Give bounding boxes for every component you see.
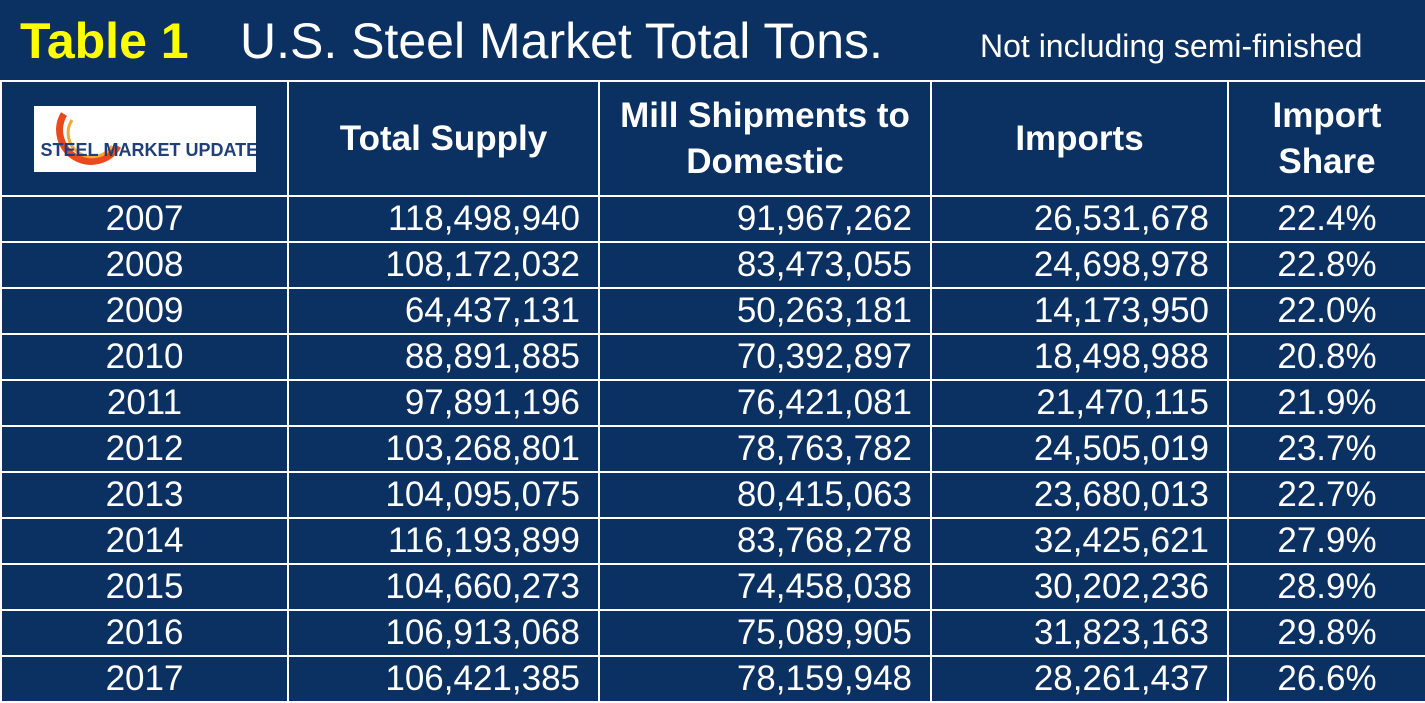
cell-imports: 32,425,621: [930, 517, 1229, 565]
logo-swoosh-icon: [55, 111, 121, 165]
cell-import-share: 22.8%: [1227, 241, 1425, 289]
col-header-import-share: Import Share: [1227, 80, 1425, 197]
table-row: 2017 106,421,385 78,159,948 28,261,437 26.6%: [0, 655, 1425, 703]
cell-mill-shipments: 78,763,782: [598, 425, 932, 473]
cell-mill-shipments: 50,263,181: [598, 287, 932, 335]
cell-import-share: 20.8%: [1227, 333, 1425, 381]
cell-total-supply: 106,913,068: [287, 609, 600, 657]
cell-year: 2015: [0, 563, 289, 611]
cell-total-supply: 64,437,131: [287, 287, 600, 335]
table-subtitle: Not including semi-finished: [980, 28, 1363, 64]
table-row: 2011 97,891,196 76,421,081 21,470,115 21.9%: [0, 379, 1425, 427]
cell-import-share: 26.6%: [1227, 655, 1425, 703]
cell-total-supply: 104,095,075: [287, 471, 600, 519]
cell-year: 2017: [0, 655, 289, 703]
cell-total-supply: 108,172,032: [287, 241, 600, 289]
cell-year: 2010: [0, 333, 289, 381]
cell-total-supply: 103,268,801: [287, 425, 600, 473]
table-row: 2010 88,891,885 70,392,897 18,498,988 20.8%: [0, 333, 1425, 381]
cell-year: 2009: [0, 287, 289, 335]
cell-import-share: 22.0%: [1227, 287, 1425, 335]
table-title: U.S. Steel Market Total Tons.: [240, 13, 883, 69]
cell-mill-shipments: 75,089,905: [598, 609, 932, 657]
cell-imports: 24,505,019: [930, 425, 1229, 473]
cell-mill-shipments: 76,421,081: [598, 379, 932, 427]
table-row: 2012 103,268,801 78,763,782 24,505,019 23.7%: [0, 425, 1425, 473]
cell-import-share: 27.9%: [1227, 517, 1425, 565]
cell-mill-shipments: 70,392,897: [598, 333, 932, 381]
cell-import-share: 29.8%: [1227, 609, 1425, 657]
cell-year: 2011: [0, 379, 289, 427]
cell-import-share: 28.9%: [1227, 563, 1425, 611]
cell-imports: 31,823,163: [930, 609, 1229, 657]
cell-year: 2014: [0, 517, 289, 565]
cell-imports: 18,498,988: [930, 333, 1229, 381]
cell-mill-shipments: 83,473,055: [598, 241, 932, 289]
cell-mill-shipments: 74,458,038: [598, 563, 932, 611]
cell-year: 2007: [0, 195, 289, 243]
cell-import-share: 22.4%: [1227, 195, 1425, 243]
cell-import-share: 23.7%: [1227, 425, 1425, 473]
table-row: 2008 108,172,032 83,473,055 24,698,978 22.8%: [0, 241, 1425, 289]
cell-total-supply: 106,421,385: [287, 655, 600, 703]
cell-imports: 28,261,437: [930, 655, 1229, 703]
table-row: 2014 116,193,899 83,768,278 32,425,621 27.9%: [0, 517, 1425, 565]
cell-total-supply: 116,193,899: [287, 517, 600, 565]
cell-mill-shipments: 78,159,948: [598, 655, 932, 703]
cell-imports: 21,470,115: [930, 379, 1229, 427]
header-row: STEEL MARKET UPDATE Total Supply Mill Sh…: [0, 80, 1425, 197]
table-row: 2013 104,095,075 80,415,063 23,680,013 22.7%: [0, 471, 1425, 519]
cell-year: 2016: [0, 609, 289, 657]
cell-mill-shipments: 91,967,262: [598, 195, 932, 243]
table-body: 2007 118,498,940 91,967,262 26,531,678 22.4%…: [0, 195, 1425, 703]
cell-mill-shipments: 80,415,063: [598, 471, 932, 519]
cell-import-share: 22.7%: [1227, 471, 1425, 519]
steel-market-table: STEEL MARKET UPDATE Total Supply Mill Sh…: [0, 80, 1425, 703]
title-bar: Table 1 U.S. Steel Market Total Tons. No…: [0, 0, 1425, 80]
cell-year: 2008: [0, 241, 289, 289]
col-header-total-supply: Total Supply: [287, 80, 600, 197]
table-row: 2016 106,913,068 75,089,905 31,823,163 29.8%: [0, 609, 1425, 657]
cell-imports: 24,698,978: [930, 241, 1229, 289]
table-row: 2009 64,437,131 50,263,181 14,173,950 22.0%: [0, 287, 1425, 335]
cell-imports: 26,531,678: [930, 195, 1229, 243]
cell-mill-shipments: 83,768,278: [598, 517, 932, 565]
logo-word-steel: STEEL: [40, 139, 99, 160]
cell-import-share: 21.9%: [1227, 379, 1425, 427]
table-row: 2015 104,660,273 74,458,038 30,202,236 28.9%: [0, 563, 1425, 611]
col-header-mill-shipments: Mill Shipments to Domestic: [598, 80, 932, 197]
table-label: Table 1: [20, 13, 189, 69]
steel-market-update-logo: STEEL MARKET UPDATE: [33, 105, 256, 172]
table-row: 2007 118,498,940 91,967,262 26,531,678 22.4%: [0, 195, 1425, 243]
cell-total-supply: 118,498,940: [287, 195, 600, 243]
col-header-imports: Imports: [930, 80, 1229, 197]
cell-year: 2012: [0, 425, 289, 473]
cell-year: 2013: [0, 471, 289, 519]
cell-total-supply: 97,891,196: [287, 379, 600, 427]
cell-imports: 23,680,013: [930, 471, 1229, 519]
cell-imports: 14,173,950: [930, 287, 1229, 335]
cell-imports: 30,202,236: [930, 563, 1229, 611]
logo-cell: STEEL MARKET UPDATE: [0, 80, 289, 197]
cell-total-supply: 104,660,273: [287, 563, 600, 611]
cell-total-supply: 88,891,885: [287, 333, 600, 381]
logo-word-market-update: MARKET UPDATE: [103, 139, 256, 160]
